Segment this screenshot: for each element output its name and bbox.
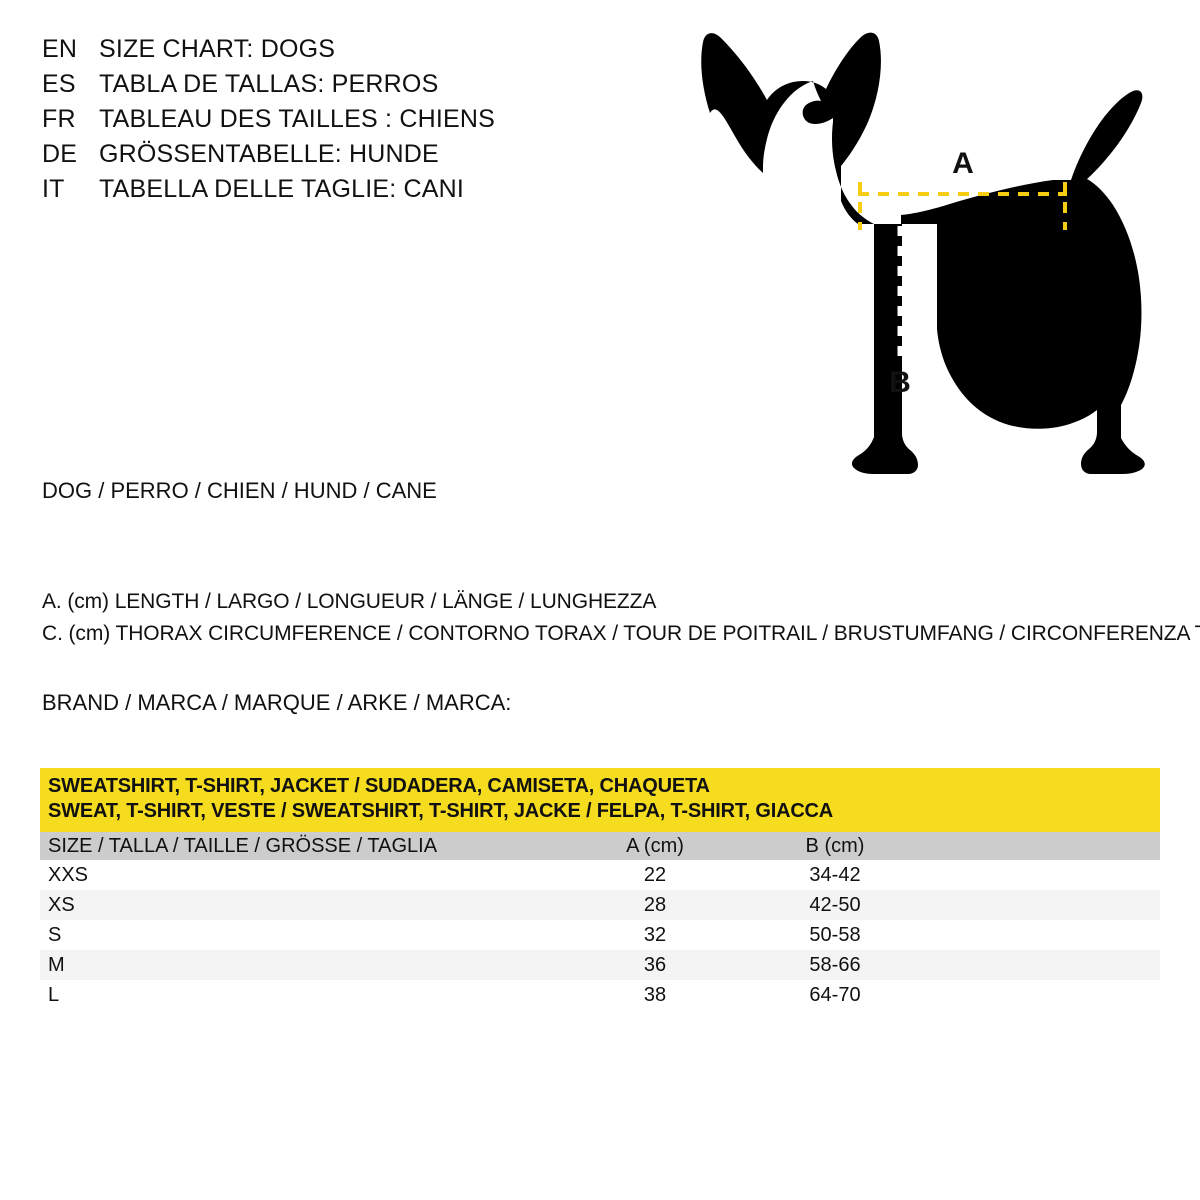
measurement-definition-a: A. (cm) LENGTH / LARGO / LONGUEUR / LÄNG… <box>42 590 657 613</box>
title-row-de: DE GRÖSSENTABELLE: HUNDE <box>42 137 602 172</box>
measurement-b-label: B <box>889 366 911 399</box>
table-row: L 38 64-70 <box>40 980 1160 1010</box>
cell-size: XS <box>48 893 75 916</box>
title-text-de: GRÖSSENTABELLE: HUNDE <box>99 140 439 168</box>
size-table-banner-subtitle: SWEAT, T-SHIRT, VESTE / SWEATSHIRT, T-SH… <box>48 800 834 822</box>
size-table: SWEATSHIRT, T-SHIRT, JACKET / SUDADERA, … <box>40 768 1160 1010</box>
subject-line: DOG / PERRO / CHIEN / HUND / CANE <box>42 478 437 503</box>
column-header-size: SIZE / TALLA / TAILLE / GRÖSSE / TAGLIA <box>48 834 438 857</box>
size-table-banner: SWEATSHIRT, T-SHIRT, JACKET / SUDADERA, … <box>40 768 1160 832</box>
title-text-es: TABLA DE TALLAS: PERROS <box>99 70 439 98</box>
measurement-definitions: A. (cm) LENGTH / LARGO / LONGUEUR / LÄNG… <box>42 586 1200 650</box>
measurement-definition-c: C. (cm) THORAX CIRCUMFERENCE / CONTORNO … <box>42 622 1200 645</box>
dog-measurement-diagram: A B <box>655 18 1195 528</box>
title-text-it: TABELLA DELLE TAGLIE: CANI <box>99 175 465 203</box>
measurement-a-label: A <box>952 147 974 180</box>
multilingual-title-block: EN SIZE CHART: DOGS ES TABLA DE TALLAS: … <box>42 32 602 207</box>
cell-size: S <box>48 923 62 946</box>
cell-a: 28 <box>643 893 667 916</box>
language-code-de: DE <box>42 140 78 168</box>
cell-b: 58-66 <box>809 953 861 976</box>
title-row-fr: FR TABLEAU DES TAILLES : CHIENS <box>42 102 602 137</box>
cell-b: 34-42 <box>809 863 861 886</box>
table-row: M 36 58-66 <box>40 950 1160 980</box>
table-row: S 32 50-58 <box>40 920 1160 950</box>
language-code-es: ES <box>42 70 76 98</box>
title-row-it: IT TABELLA DELLE TAGLIE: CANI <box>42 172 602 207</box>
cell-size: L <box>48 983 60 1006</box>
column-header-a: A (cm) <box>626 834 684 857</box>
cell-size: M <box>48 953 65 976</box>
title-row-en: EN SIZE CHART: DOGS <box>42 32 602 67</box>
size-table-banner-title: SWEATSHIRT, T-SHIRT, JACKET / SUDADERA, … <box>48 775 710 797</box>
column-header-b: B (cm) <box>805 834 865 857</box>
dog-silhouette-icon <box>701 32 1145 475</box>
cell-a: 22 <box>643 863 667 886</box>
brand-line: BRAND / MARCA / MARQUE / ARKE / MARCA: <box>42 690 512 715</box>
cell-a: 36 <box>643 953 667 976</box>
title-text-en: SIZE CHART: DOGS <box>99 35 336 63</box>
title-text-fr: TABLEAU DES TAILLES : CHIENS <box>99 105 496 133</box>
language-code-en: EN <box>42 35 78 63</box>
cell-size: XXS <box>48 863 89 886</box>
table-row: XXS 22 34-42 <box>40 860 1160 890</box>
cell-a: 38 <box>643 983 667 1006</box>
cell-b: 42-50 <box>809 893 861 916</box>
cell-b: 50-58 <box>809 923 861 946</box>
cell-b: 64-70 <box>809 983 861 1006</box>
measurement-a-guide <box>858 182 1067 230</box>
language-code-it: IT <box>42 175 65 203</box>
table-row: XS 28 42-50 <box>40 890 1160 920</box>
language-code-fr: FR <box>42 105 76 133</box>
size-table-header-row: SIZE / TALLA / TAILLE / GRÖSSE / TAGLIA … <box>40 832 1160 860</box>
cell-a: 32 <box>643 923 667 946</box>
title-row-es: ES TABLA DE TALLAS: PERROS <box>42 67 602 102</box>
